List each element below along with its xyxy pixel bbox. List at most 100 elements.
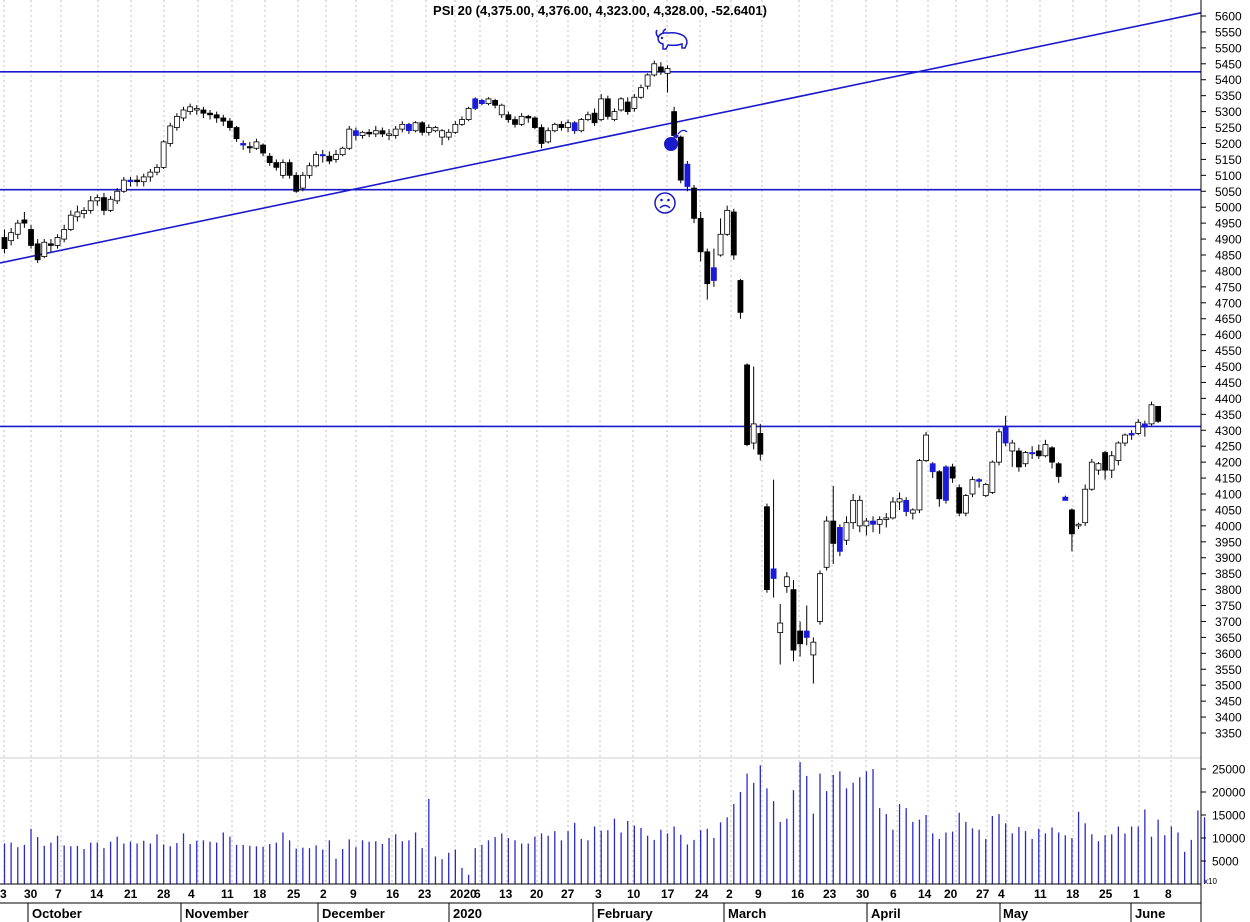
candle-body bbox=[107, 198, 114, 211]
candle bbox=[969, 476, 976, 498]
candle-body bbox=[246, 146, 253, 149]
price-tick-label: 5000 bbox=[1215, 201, 1242, 215]
candle bbox=[220, 114, 227, 126]
candle-body bbox=[611, 111, 618, 120]
candle-body bbox=[240, 143, 247, 146]
month-label: April bbox=[871, 906, 901, 921]
candle bbox=[525, 114, 532, 123]
price-tick-label: 4750 bbox=[1215, 280, 1242, 294]
candle bbox=[1055, 462, 1062, 483]
day-label: 18 bbox=[253, 887, 267, 901]
candle-body bbox=[286, 162, 293, 176]
candle-body bbox=[339, 147, 346, 156]
candle-body bbox=[1155, 405, 1162, 422]
price-tick-label: 5450 bbox=[1215, 57, 1242, 71]
candle-body bbox=[896, 498, 903, 503]
day-label: 27 bbox=[976, 887, 990, 901]
candle-body bbox=[677, 136, 684, 181]
candle-body bbox=[1102, 452, 1108, 471]
candle-body bbox=[532, 117, 538, 128]
day-label: 7 bbox=[55, 887, 62, 901]
volume-tick-label: 20000 bbox=[1212, 786, 1246, 800]
candle bbox=[883, 513, 890, 528]
candle-body bbox=[492, 100, 499, 106]
day-label: 18 bbox=[1066, 887, 1080, 901]
candle-body bbox=[34, 243, 41, 261]
candle bbox=[227, 117, 233, 131]
candle-body bbox=[717, 233, 724, 256]
candle bbox=[1122, 433, 1128, 447]
day-label: 23 bbox=[823, 887, 837, 901]
candle bbox=[1002, 415, 1009, 447]
candle-body bbox=[1148, 404, 1155, 425]
volume-tick-label: 25000 bbox=[1212, 763, 1246, 777]
candle-body bbox=[1128, 433, 1135, 436]
candle-body bbox=[359, 131, 366, 136]
candle-body bbox=[916, 460, 923, 511]
candle bbox=[1082, 484, 1089, 526]
candle-body bbox=[260, 144, 266, 154]
candle-body bbox=[989, 461, 996, 493]
candle bbox=[604, 95, 611, 120]
candle bbox=[1141, 420, 1148, 437]
price-tick-label: 5400 bbox=[1215, 73, 1242, 87]
candle-body bbox=[783, 576, 790, 587]
candle bbox=[432, 125, 439, 133]
candle-body bbox=[213, 114, 220, 119]
candle-body bbox=[949, 466, 956, 479]
price-tick-label: 5050 bbox=[1215, 185, 1242, 199]
candle-body bbox=[147, 171, 154, 178]
candle bbox=[770, 479, 777, 598]
candle-body bbox=[425, 127, 432, 133]
candle bbox=[863, 517, 870, 536]
candle bbox=[638, 84, 644, 99]
chart-title: PSI 20 (4,375.00, 4,376.00, 4,323.00, 4,… bbox=[433, 3, 767, 18]
candle-body bbox=[711, 267, 717, 281]
day-label: 30 bbox=[24, 887, 38, 901]
day-label: 13 bbox=[499, 887, 513, 901]
candle-body bbox=[352, 130, 359, 136]
price-tick-label: 4050 bbox=[1215, 503, 1242, 517]
price-tick-label: 4800 bbox=[1215, 264, 1242, 278]
day-label: 6 bbox=[474, 887, 481, 901]
day-label: 1 bbox=[1133, 887, 1140, 901]
volume-tick-label: 5000 bbox=[1212, 855, 1239, 869]
candle-body bbox=[465, 108, 472, 120]
candle bbox=[472, 97, 479, 111]
trendline bbox=[0, 12, 1202, 264]
candle bbox=[74, 205, 81, 222]
candle bbox=[1029, 446, 1036, 459]
candle-body bbox=[14, 222, 21, 235]
candle-body bbox=[28, 229, 34, 246]
candle-body bbox=[850, 499, 857, 524]
candle-body bbox=[167, 125, 174, 144]
candle bbox=[657, 62, 664, 75]
candle-body bbox=[379, 130, 386, 135]
sad-face-icon bbox=[654, 192, 676, 214]
bull-icon bbox=[655, 28, 688, 50]
candle bbox=[664, 65, 671, 93]
price-tick-label: 3700 bbox=[1215, 615, 1242, 629]
candle bbox=[916, 458, 923, 514]
candle-body bbox=[558, 123, 565, 128]
candle bbox=[571, 121, 578, 134]
candle bbox=[929, 462, 936, 479]
day-label: 8 bbox=[1165, 887, 1172, 901]
price-tick-label: 3350 bbox=[1215, 727, 1242, 741]
candle-body bbox=[1022, 452, 1029, 465]
day-label: 25 bbox=[287, 887, 301, 901]
candle-body bbox=[797, 630, 803, 645]
candle-body bbox=[478, 100, 485, 105]
candle bbox=[120, 176, 127, 193]
candle bbox=[956, 484, 963, 517]
volume-scale-note: x10 bbox=[1204, 877, 1217, 886]
candle-body bbox=[101, 197, 107, 211]
candle bbox=[266, 153, 273, 166]
candle bbox=[492, 98, 499, 109]
candle bbox=[140, 173, 147, 187]
candle bbox=[313, 151, 320, 168]
candle-body bbox=[538, 127, 545, 144]
candle-body bbox=[41, 241, 48, 257]
candle bbox=[1108, 450, 1115, 479]
candle-body bbox=[74, 211, 81, 218]
